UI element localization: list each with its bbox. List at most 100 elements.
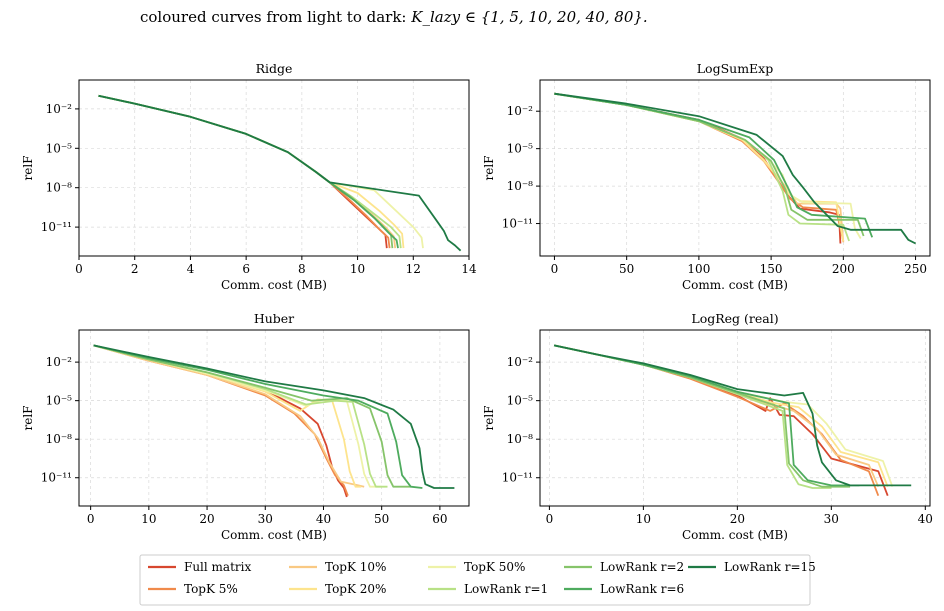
chart-title: LogReg (real) [691, 311, 778, 326]
y-tick-label: 10⁻⁸ [46, 432, 73, 446]
x-tick-label: 50 [619, 262, 634, 276]
x-tick-label: 30 [824, 512, 839, 526]
x-tick-label: 4 [187, 262, 195, 276]
y-tick-label: 10⁻⁵ [507, 142, 534, 156]
legend-entry-label: LowRank r=1 [464, 582, 548, 596]
series-line-lowrank-r-6 [93, 344, 423, 489]
x-axis-label: Comm. cost (MB) [221, 278, 327, 292]
series-line-topk-10- [93, 344, 365, 488]
x-tick-label: 50 [374, 512, 389, 526]
series-line-full-matrix [93, 344, 348, 498]
y-tick-label: 10⁻² [507, 104, 534, 118]
y-tick-label: 10⁻¹¹ [502, 217, 533, 231]
x-tick-label: 40 [316, 512, 331, 526]
series-line-topk-5- [93, 344, 349, 497]
series-line-topk-5- [98, 94, 391, 249]
x-tick-label: 40 [918, 512, 933, 526]
x-tick-label: 30 [258, 512, 273, 526]
x-tick-label: 14 [461, 262, 477, 276]
y-tick-label: 10⁻⁸ [507, 432, 534, 446]
chart-panel-4: 0 10 20 30 40 10⁻² 10⁻⁵ 10⁻⁸ 10⁻¹¹ LogReg (real) C… [482, 311, 933, 542]
y-axis-label: relF [21, 155, 35, 180]
y-tick-label: 10⁻² [46, 102, 73, 116]
x-tick-label: 8 [298, 262, 306, 276]
series-line-topk-20- [553, 344, 889, 488]
plot-frame [539, 79, 931, 257]
legend-entry-label: LowRank r=6 [600, 582, 684, 596]
legend-entry-label: TopK 10% [325, 560, 386, 574]
series-line-lowrank-r-6 [553, 344, 860, 487]
x-tick-label: 0 [546, 512, 554, 526]
y-tick-label: 10⁻⁵ [507, 394, 534, 408]
x-axis-label: Comm. cost (MB) [221, 528, 327, 542]
legend-entry-label: TopK 5% [184, 582, 238, 596]
y-tick-label: 10⁻¹¹ [41, 220, 72, 234]
y-tick-label: 10⁻¹¹ [502, 471, 533, 485]
x-tick-label: 10 [636, 512, 651, 526]
series-line-lowrank-r-15 [98, 94, 462, 252]
series-line-topk-50- [553, 344, 894, 488]
legend-entry-label: Full matrix [184, 560, 251, 574]
y-axis-label: relF [21, 405, 35, 430]
plot-frame [78, 329, 470, 507]
legend-entry-label: LowRank r=15 [724, 560, 816, 574]
x-tick-label: 12 [406, 262, 421, 276]
plot-frame [539, 329, 931, 507]
x-tick-label: 20 [199, 512, 214, 526]
y-tick-label: 10⁻⁵ [46, 394, 73, 408]
series-line-topk-20- [93, 344, 362, 488]
y-tick-label: 10⁻⁵ [46, 141, 73, 155]
chart-title: LogSumExp [697, 61, 773, 76]
series-line-full-matrix [553, 344, 889, 497]
series-line-topk-10- [98, 94, 397, 249]
x-axis-label: Comm. cost (MB) [682, 528, 788, 542]
x-tick-label: 10 [350, 262, 365, 276]
x-tick-label: 0 [87, 512, 95, 526]
series-line-lowrank-r-1 [93, 344, 388, 488]
series-line-topk-50- [554, 92, 862, 239]
x-tick-label: 150 [760, 262, 783, 276]
series-line-full-matrix [98, 94, 388, 249]
x-tick-label: 0 [75, 262, 83, 276]
caption-math: K_lazy ∈ {1, 5, 10, 20, 40, 80}. [411, 8, 648, 26]
y-tick-label: 10⁻² [507, 355, 534, 369]
chart-panel-3: 0 10 20 30 40 50 60 10⁻² 10⁻⁵ 10⁻⁸ 10⁻¹¹ Huber Comm.… [21, 311, 470, 542]
series-line-lowrank-r-15 [554, 92, 917, 245]
y-tick-label: 10⁻¹¹ [41, 471, 72, 485]
series-line-lowrank-r-2 [553, 344, 851, 488]
x-tick-label: 200 [832, 262, 855, 276]
x-tick-label: 100 [687, 262, 710, 276]
caption-text: coloured curves from light to dark: [140, 8, 412, 26]
x-tick-label: 0 [551, 262, 559, 276]
y-axis-label: relF [482, 405, 496, 430]
figure-caption: coloured curves from light to dark: K_la… [140, 8, 648, 26]
x-tick-label: 10 [141, 512, 156, 526]
series-line-lowrank-r-1 [98, 94, 402, 249]
y-axis-label: relF [482, 155, 496, 180]
chart-title: Ridge [256, 61, 293, 76]
x-tick-label: 6 [242, 262, 250, 276]
x-tick-label: 250 [904, 262, 927, 276]
series-line-lowrank-r-6 [554, 92, 874, 238]
x-tick-label: 2 [131, 262, 139, 276]
chart-title: Huber [254, 311, 294, 326]
chart-panel-2: 0 50 100 150 200 250 10⁻² 10⁻⁵ 10⁻⁸ 10⁻¹¹ LogSumEx… [482, 61, 931, 292]
y-tick-label: 10⁻⁸ [46, 181, 73, 195]
legend-entry-label: TopK 20% [325, 582, 386, 596]
series-line-lowrank-r-15 [93, 344, 455, 489]
x-tick-label: 60 [432, 512, 447, 526]
series-line-topk-50- [93, 344, 382, 488]
x-axis-label: Comm. cost (MB) [682, 278, 788, 292]
x-tick-label: 20 [730, 512, 745, 526]
series-line-lowrank-r-15 [553, 344, 912, 487]
legend-entry-label: TopK 50% [464, 560, 525, 574]
chart-panel-1: 0 2 4 6 8 10 12 14 10⁻² 10⁻⁵ 10⁻⁸ 10⁻¹¹ Ridge Comm. c… [21, 61, 477, 292]
legend-entry-label: LowRank r=2 [600, 560, 684, 574]
series-line-topk-10- [553, 344, 880, 488]
series-line-lowrank-r-6 [98, 94, 399, 249]
y-tick-label: 10⁻² [46, 355, 73, 369]
y-tick-label: 10⁻⁸ [507, 179, 534, 193]
series-line-lowrank-r-2 [98, 94, 394, 249]
plot-frame [78, 79, 470, 257]
